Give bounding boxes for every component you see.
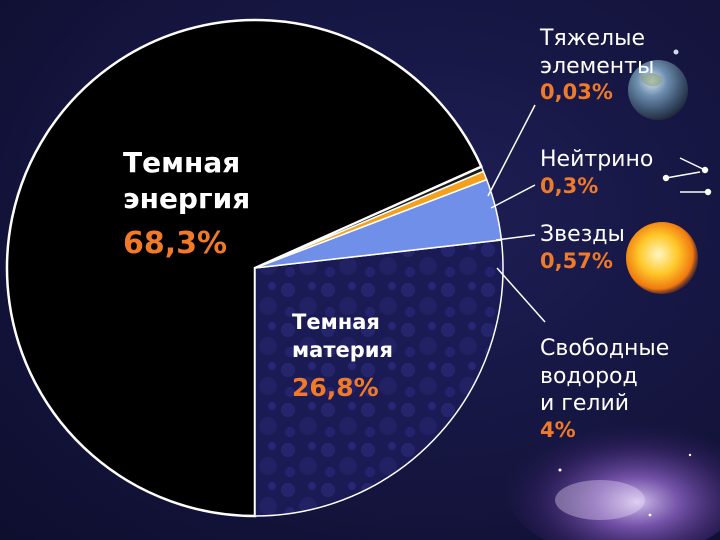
free-gas-value: 4% — [540, 417, 576, 442]
leader-stars — [495, 234, 536, 241]
dark-matter-line1: Темная — [292, 310, 380, 334]
nebula-icon — [505, 418, 720, 540]
neutrino-icon — [662, 157, 712, 196]
pie-slices — [5, 18, 504, 518]
slice-heavy-elements — [254, 165, 483, 269]
free-gas-line3: и гелий — [540, 391, 630, 416]
label-free-gas: Свободные водород и гелий 4% — [540, 335, 669, 443]
dark-energy-line2: энергия — [123, 182, 251, 216]
dark-energy-value: 68,3% — [123, 225, 228, 261]
slice-dark-energy — [5, 18, 484, 518]
label-dark-matter: Темная материя 26,8% — [292, 308, 393, 403]
sun-icon — [626, 222, 698, 294]
leader-free-gas — [496, 267, 546, 323]
free-gas-line1: Свободные — [540, 336, 670, 361]
dark-matter-value: 26,8% — [292, 372, 379, 402]
neutrino-line1: Нейтрино — [540, 147, 654, 172]
label-dark-energy: Темная энергия 68,3% — [123, 145, 250, 262]
label-stars: Звезды 0,57% — [540, 221, 625, 274]
stars-line1: Звезды — [540, 222, 625, 247]
label-neutrino: Нейтрино 0,3% — [540, 146, 653, 199]
earth-icon — [628, 49, 688, 120]
stars-value: 0,57% — [540, 248, 613, 273]
label-heavy-elements: Тяжелые элементы 0,03% — [540, 25, 654, 105]
heavy-elements-line2: элементы — [540, 53, 655, 79]
heavy-elements-line1: Тяжелые — [540, 26, 645, 51]
leader-neutrino — [490, 184, 536, 209]
neutrino-value: 0,3% — [540, 173, 599, 198]
slice-dark-matter — [254, 239, 504, 517]
heavy-elements-value: 0,03% — [540, 80, 613, 104]
dark-matter-line2: материя — [292, 338, 393, 363]
dark-energy-line1: Темная — [123, 146, 241, 179]
leader-heavy-elements — [487, 104, 536, 197]
leader-lines — [487, 104, 546, 323]
free-gas-line2: водород — [540, 363, 638, 389]
